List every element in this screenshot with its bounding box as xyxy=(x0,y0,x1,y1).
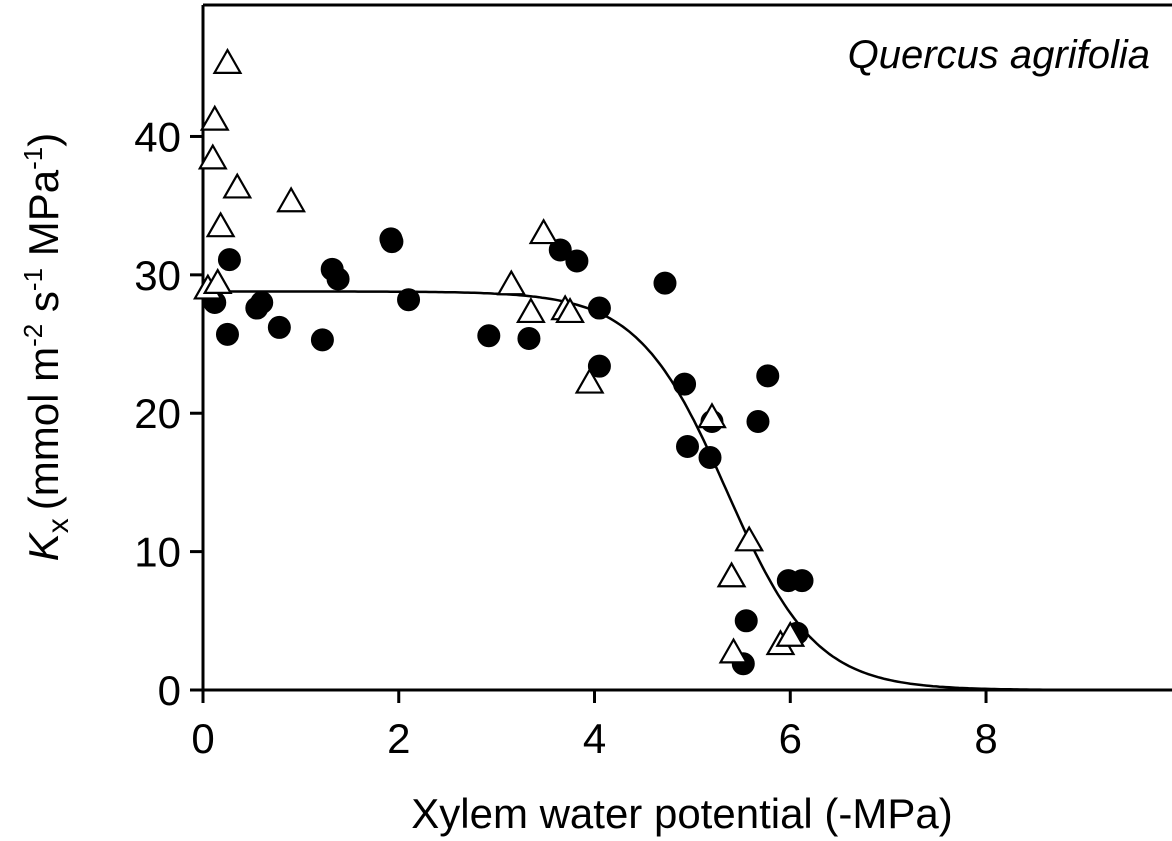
triangle-point-1 xyxy=(197,143,228,170)
circle-point-25 xyxy=(746,410,770,434)
x-axis-title: Xylem water potential (-MPa) xyxy=(411,790,953,837)
data-points xyxy=(192,47,814,676)
circle-point-1 xyxy=(215,322,239,346)
y-axis-exp2: -1 xyxy=(18,268,48,291)
circle-point-10 xyxy=(380,230,404,254)
y-axis-title: Kx(mmol m-2 s-1 MPa-1) xyxy=(18,133,75,561)
x-tick-label-2: 2 xyxy=(387,715,410,762)
circle-point-29 xyxy=(790,569,814,593)
triangle-point-8 xyxy=(496,269,527,296)
triangle-point-6 xyxy=(222,172,253,199)
circle-point-2 xyxy=(217,248,241,272)
triangle-point-14 xyxy=(697,402,727,429)
circle-point-5 xyxy=(267,315,291,339)
x-tick-label-8: 8 xyxy=(974,715,997,762)
y-tick-label-20: 20 xyxy=(134,390,181,437)
circle-point-15 xyxy=(565,249,589,273)
y-axis-subscript: x xyxy=(42,518,75,533)
circle-point-8 xyxy=(326,267,350,291)
triangle-point-17 xyxy=(734,525,765,552)
y-axis-exp1: -2 xyxy=(18,324,48,347)
triangle-point-15 xyxy=(716,561,747,588)
triangle-point-13 xyxy=(574,367,605,394)
x-tick-label-4: 4 xyxy=(583,715,606,762)
triangle-point-9 xyxy=(515,296,546,324)
triangle-point-12 xyxy=(555,296,585,324)
y-tick-label-0: 0 xyxy=(158,667,181,714)
y-axis-mid: s xyxy=(20,291,67,324)
triangle-point-7 xyxy=(276,186,306,213)
triangle-point-3 xyxy=(202,267,233,295)
y-axis-close: ) xyxy=(20,133,67,147)
circle-point-26 xyxy=(756,364,780,388)
circle-point-18 xyxy=(653,271,677,295)
triangle-point-19 xyxy=(775,620,806,647)
circle-point-6 xyxy=(310,328,334,352)
x-tick-label-0: 0 xyxy=(191,715,214,762)
circle-point-21 xyxy=(698,446,722,470)
y-axis-units: (mmol m xyxy=(20,347,67,510)
x-ticks: 0 2 4 6 8 xyxy=(191,690,998,762)
triangle-point-4 xyxy=(205,211,236,238)
species-annotation: Quercus agrifolia xyxy=(848,33,1150,77)
y-axis-symbol: K xyxy=(20,531,67,561)
circle-point-17 xyxy=(587,354,611,378)
y-tick-label-40: 40 xyxy=(134,113,181,160)
y-axis-tail: MPa xyxy=(20,169,67,268)
plot-area: 0 2 4 6 8 0 10 20 30 40 xyxy=(134,3,1172,762)
circle-point-16 xyxy=(587,296,611,320)
circle-point-20 xyxy=(676,434,699,458)
y-ticks: 0 10 20 30 40 xyxy=(134,113,203,714)
y-tick-label-30: 30 xyxy=(134,252,181,299)
y-tick-label-10: 10 xyxy=(134,529,181,576)
circle-point-14 xyxy=(548,238,572,262)
triangle-point-10 xyxy=(528,218,559,245)
circle-point-4 xyxy=(250,291,274,315)
circle-point-19 xyxy=(673,372,697,396)
triangle-point-5 xyxy=(212,47,243,74)
circle-point-13 xyxy=(517,327,541,351)
circle-point-12 xyxy=(477,324,501,348)
circle-point-11 xyxy=(397,288,421,312)
x-tick-label-6: 6 xyxy=(779,715,802,762)
triangle-point-2 xyxy=(199,104,230,131)
y-axis-exp3: -1 xyxy=(18,147,48,170)
fit-curve xyxy=(203,290,1172,692)
triangle-point-16 xyxy=(718,637,749,664)
circle-point-24 xyxy=(734,609,758,633)
